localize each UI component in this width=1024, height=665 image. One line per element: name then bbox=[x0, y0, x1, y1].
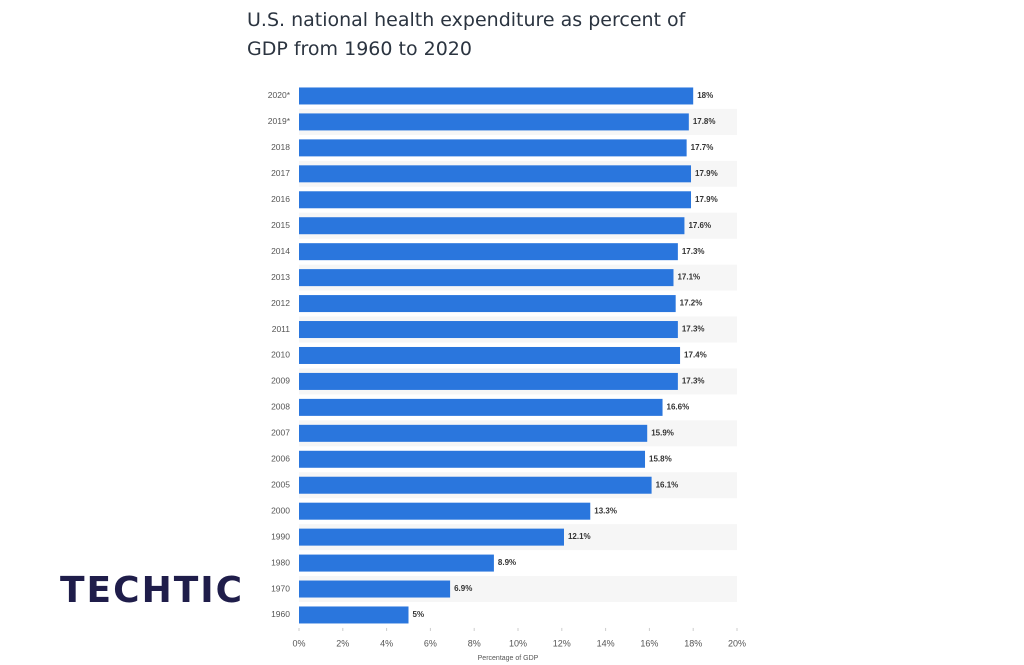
y-tick-label: 2017 bbox=[271, 168, 290, 178]
chart-title: U.S. national health expenditure as perc… bbox=[247, 9, 686, 60]
value-label: 17.1% bbox=[677, 273, 700, 282]
bar bbox=[299, 606, 409, 624]
bar bbox=[299, 554, 494, 572]
y-tick-label: 1990 bbox=[271, 531, 290, 541]
bar bbox=[299, 217, 685, 235]
y-tick-label: 2014 bbox=[271, 246, 290, 256]
value-label: 13.3% bbox=[594, 506, 617, 515]
bar bbox=[299, 502, 591, 520]
y-tick-label: 2012 bbox=[271, 298, 290, 308]
bar bbox=[299, 113, 689, 131]
x-tick-label: 6% bbox=[424, 638, 437, 648]
value-label: 17.2% bbox=[680, 299, 703, 308]
bar bbox=[299, 424, 648, 442]
value-label: 18% bbox=[697, 91, 713, 100]
value-label: 17.3% bbox=[682, 325, 705, 334]
y-tick-label: 2007 bbox=[271, 428, 290, 438]
bar bbox=[299, 450, 646, 468]
bar bbox=[299, 346, 681, 364]
y-tick-label: 2019* bbox=[268, 116, 291, 126]
value-label: 15.8% bbox=[649, 454, 672, 463]
bar bbox=[299, 372, 678, 390]
y-tick-label: 1980 bbox=[271, 557, 290, 567]
x-tick-label: 20% bbox=[728, 638, 746, 648]
value-label: 17.3% bbox=[682, 247, 705, 256]
bar bbox=[299, 243, 678, 261]
bar bbox=[299, 191, 692, 209]
x-tick-label: 8% bbox=[468, 638, 481, 648]
y-tick-label: 2016 bbox=[271, 194, 290, 204]
y-tick-label: 2010 bbox=[271, 350, 290, 360]
value-label: 12.1% bbox=[568, 532, 591, 541]
y-tick-label: 1970 bbox=[271, 583, 290, 593]
x-tick-label: 18% bbox=[684, 638, 702, 648]
x-tick-label: 0% bbox=[292, 638, 305, 648]
value-label: 5% bbox=[413, 610, 425, 619]
bar bbox=[299, 528, 564, 546]
x-tick-label: 16% bbox=[640, 638, 658, 648]
x-axis-label: Percentage of GDP bbox=[478, 655, 539, 662]
bar bbox=[299, 139, 687, 157]
x-tick-label: 10% bbox=[509, 638, 527, 648]
y-tick-label: 1960 bbox=[271, 609, 290, 619]
value-label: 17.3% bbox=[682, 377, 705, 386]
logo: TECHTIC bbox=[60, 570, 245, 611]
y-tick-label: 2013 bbox=[271, 272, 290, 282]
y-tick-label: 2018 bbox=[271, 142, 290, 152]
value-label: 16.6% bbox=[667, 402, 690, 411]
value-label: 17.7% bbox=[691, 143, 714, 152]
y-tick-label: 2005 bbox=[271, 479, 290, 489]
value-label: 8.9% bbox=[498, 558, 516, 567]
value-label: 16.1% bbox=[656, 480, 679, 489]
bar bbox=[299, 87, 694, 105]
bar bbox=[299, 321, 678, 339]
value-label: 15.9% bbox=[651, 428, 674, 437]
x-tick-label: 2% bbox=[336, 638, 349, 648]
bar bbox=[299, 295, 676, 313]
y-tick-label: 2000 bbox=[271, 505, 290, 515]
x-tick-label: 4% bbox=[380, 638, 393, 648]
value-label: 17.4% bbox=[684, 351, 707, 360]
bar bbox=[299, 580, 451, 598]
bar bbox=[299, 398, 663, 416]
value-label: 17.8% bbox=[693, 117, 716, 126]
x-tick-label: 12% bbox=[553, 638, 571, 648]
y-tick-label: 2020* bbox=[268, 90, 291, 100]
value-label: 17.6% bbox=[688, 221, 711, 230]
y-tick-label: 2009 bbox=[271, 376, 290, 386]
bar bbox=[299, 165, 692, 183]
value-label: 17.9% bbox=[695, 195, 718, 204]
y-tick-label: 2011 bbox=[272, 324, 291, 334]
bar bbox=[299, 476, 652, 494]
value-label: 6.9% bbox=[454, 584, 472, 593]
y-tick-label: 2006 bbox=[271, 454, 290, 464]
y-tick-label: 2008 bbox=[271, 402, 290, 412]
value-label: 17.9% bbox=[695, 169, 718, 178]
x-tick-label: 14% bbox=[597, 638, 615, 648]
bar bbox=[299, 269, 674, 287]
y-tick-label: 2015 bbox=[271, 220, 290, 230]
